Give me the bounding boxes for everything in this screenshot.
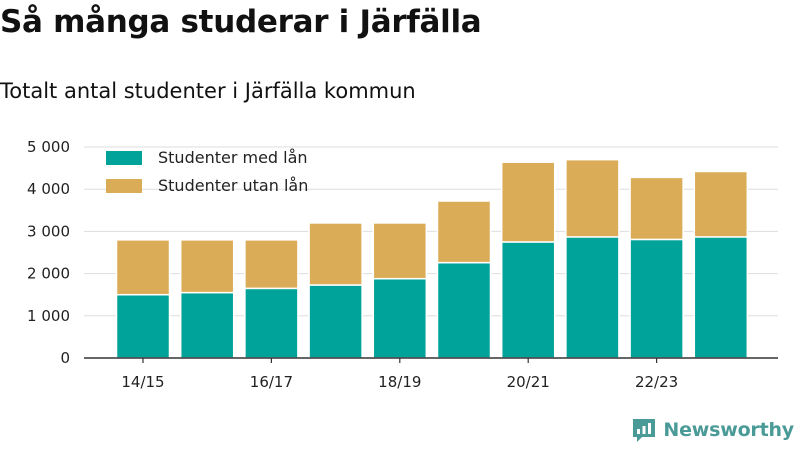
legend-swatch: [106, 151, 142, 165]
bar-without-loan: [179, 239, 235, 294]
bar-with-loan: [565, 236, 620, 359]
y-tick-label: 0: [60, 349, 70, 367]
brand-name: Newsworthy: [663, 419, 794, 441]
x-tick-label: 18/19: [378, 373, 421, 391]
chart-subtitle: Totalt antal studenter i Järfälla kommun: [0, 79, 416, 103]
bar-without-loan: [565, 158, 620, 238]
bar-with-loan: [244, 287, 299, 359]
bar-without-loan: [629, 176, 684, 241]
x-tick-label: 16/17: [250, 373, 293, 391]
bar-with-loan: [629, 238, 684, 359]
legend-swatch: [106, 179, 142, 193]
bar-without-loan: [372, 222, 428, 280]
y-tick-label: 4 000: [27, 180, 70, 198]
brand: Newsworthy: [631, 417, 794, 443]
bar-without-loan: [693, 170, 749, 238]
legend-label: Studenter utan lån: [158, 176, 308, 195]
x-tick-label: 22/23: [635, 373, 678, 391]
bar-without-loan: [115, 239, 171, 296]
y-tick-label: 3 000: [27, 222, 70, 240]
bar-with-loan: [179, 291, 235, 359]
bar-with-loan: [693, 236, 749, 359]
bar-without-loan: [436, 200, 492, 264]
y-tick-label: 5 000: [27, 138, 70, 156]
y-tick-label: 2 000: [27, 265, 70, 283]
bar-without-loan: [244, 239, 299, 290]
x-tick-label: 20/21: [507, 373, 550, 391]
bar-without-loan: [500, 161, 556, 243]
x-tick-label: 14/15: [121, 373, 164, 391]
newsworthy-logo-icon: [633, 419, 656, 442]
bar-with-loan: [115, 293, 171, 359]
bar-without-loan: [308, 222, 363, 286]
y-tick-label: 1 000: [27, 307, 70, 325]
bar-with-loan: [436, 261, 492, 359]
chart-title: Så många studerar i Järfälla: [0, 4, 482, 40]
bar-with-loan: [372, 277, 428, 359]
bar-with-loan: [308, 284, 363, 359]
legend-label: Studenter med lån: [158, 148, 308, 167]
bar-with-loan: [500, 241, 556, 359]
